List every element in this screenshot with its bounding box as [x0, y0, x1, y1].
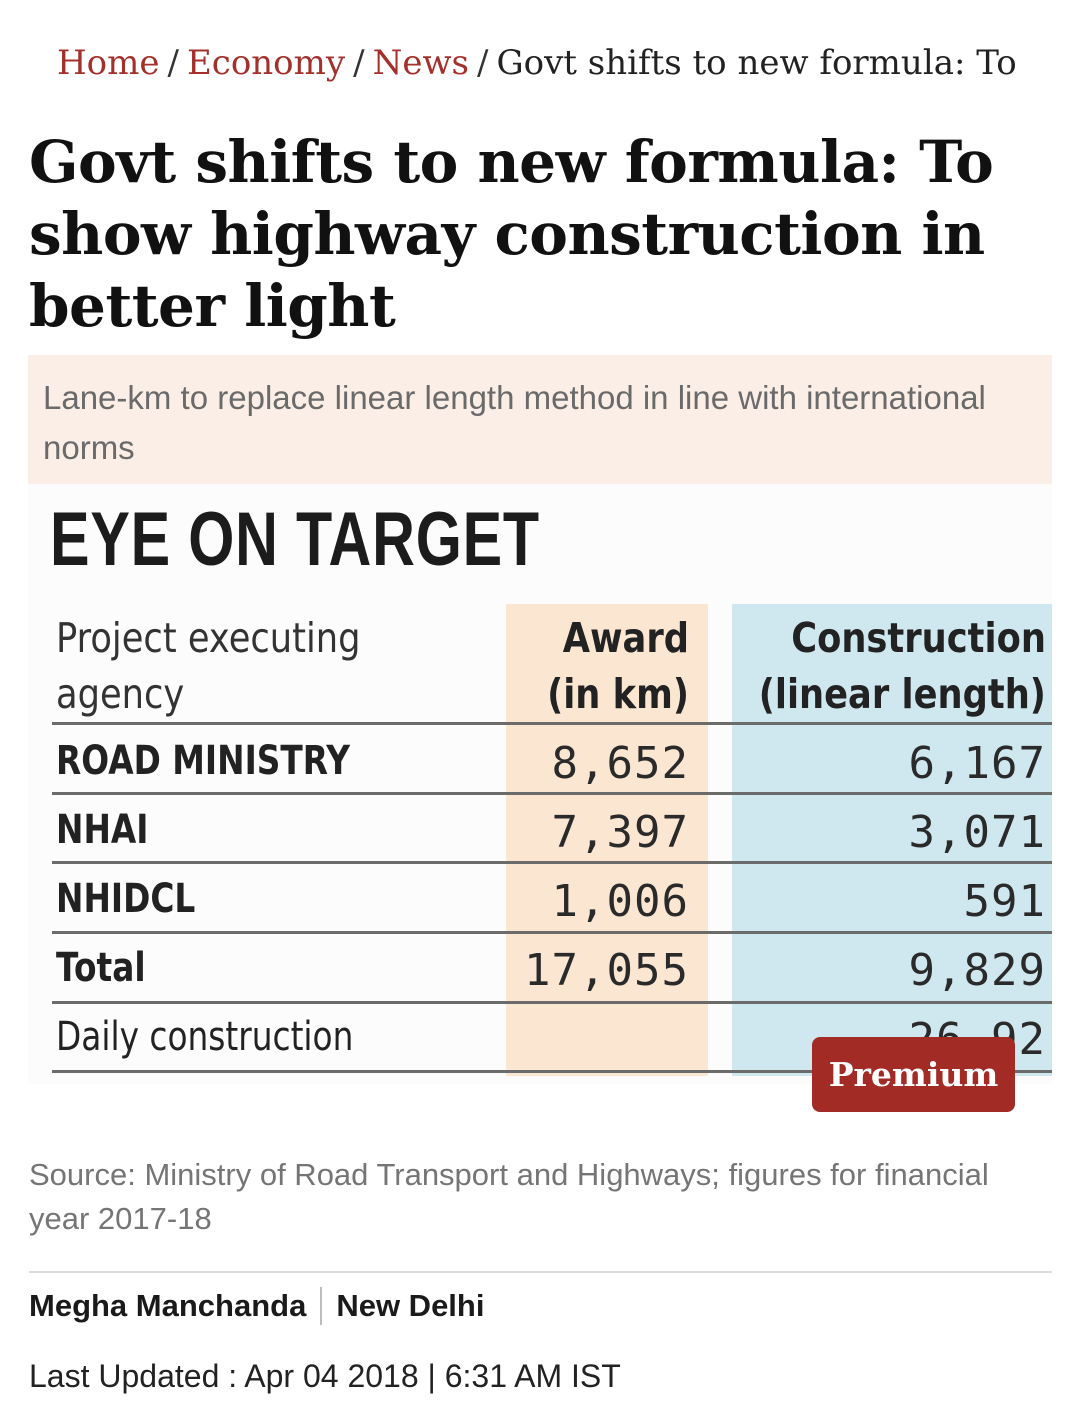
row-label-nhai: NHAI [56, 807, 149, 853]
breadcrumb-current: Govt shifts to new formula: To show high… [496, 43, 1015, 83]
row-construction-total: 9,829 [908, 945, 1046, 996]
construction-column-band [732, 604, 1052, 1076]
row-award-nhidcl: 1,006 [551, 876, 689, 927]
header-agency: Project executing agency [56, 610, 360, 722]
row-label-total: Total [56, 945, 146, 991]
table-divider [52, 722, 1052, 725]
breadcrumb-separator: / [167, 43, 179, 83]
header-construction-line1: Construction [791, 614, 1046, 662]
breadcrumb: Home / Economy / News / Govt shifts to new for… [57, 40, 1015, 86]
dateline-location: New Delhi [336, 1288, 485, 1323]
row-construction-nhidcl: 591 [963, 876, 1046, 927]
header-award: Award (in km) [547, 610, 689, 722]
row-label-daily-construction: Daily construction [56, 1014, 354, 1060]
image-source-caption: Source: Ministry of Road Transport and H… [29, 1157, 989, 1236]
header-construction: Construction (linear length) [759, 610, 1046, 722]
table-divider [52, 792, 1052, 795]
row-award-total: 17,055 [524, 945, 689, 996]
premium-badge[interactable]: Premium [812, 1037, 1015, 1112]
row-label-road-ministry: ROAD MINISTRY [56, 738, 351, 784]
header-agency-line1: Project executing [56, 614, 361, 662]
row-construction-road-ministry: 6,167 [908, 738, 1046, 789]
byline: Megha Manchanda New Delhi [29, 1286, 484, 1326]
header-construction-line2: (linear length) [758, 670, 1046, 718]
row-award-nhai: 7,397 [551, 807, 689, 858]
table-divider [52, 861, 1052, 864]
header-award-line1: Award [562, 614, 689, 662]
row-award-road-ministry: 8,652 [551, 738, 689, 789]
byline-separator [320, 1287, 323, 1325]
breadcrumb-economy-link[interactable]: Economy [186, 43, 346, 83]
table-divider [52, 1070, 1052, 1073]
breadcrumb-home-link[interactable]: Home [57, 43, 160, 83]
last-updated: Last Updated : Apr 04 2018 | 6:31 AM IST [29, 1358, 621, 1394]
table-divider [52, 1001, 1052, 1004]
breadcrumb-separator: / [353, 43, 365, 83]
header-agency-line2: agency [56, 670, 185, 718]
infographic-eye-on-target[interactable]: EYE ON TARGET Project executing agency A… [28, 484, 1052, 1084]
byline-divider-rule [29, 1271, 1052, 1273]
breadcrumb-separator: / [477, 43, 489, 83]
table-divider [52, 931, 1052, 934]
author-name[interactable]: Megha Manchanda [29, 1288, 307, 1323]
award-column-band [506, 604, 708, 1076]
article-summary: Lane-km to replace linear length method … [28, 355, 1052, 484]
row-construction-nhai: 3,071 [908, 807, 1046, 858]
infographic-title: EYE ON TARGET [50, 497, 540, 582]
breadcrumb-news-link[interactable]: News [372, 43, 469, 83]
article-headline: Govt shifts to new formula: To show high… [29, 128, 994, 340]
row-label-nhidcl: NHIDCL [56, 876, 196, 922]
header-award-line2: (in km) [547, 670, 689, 718]
